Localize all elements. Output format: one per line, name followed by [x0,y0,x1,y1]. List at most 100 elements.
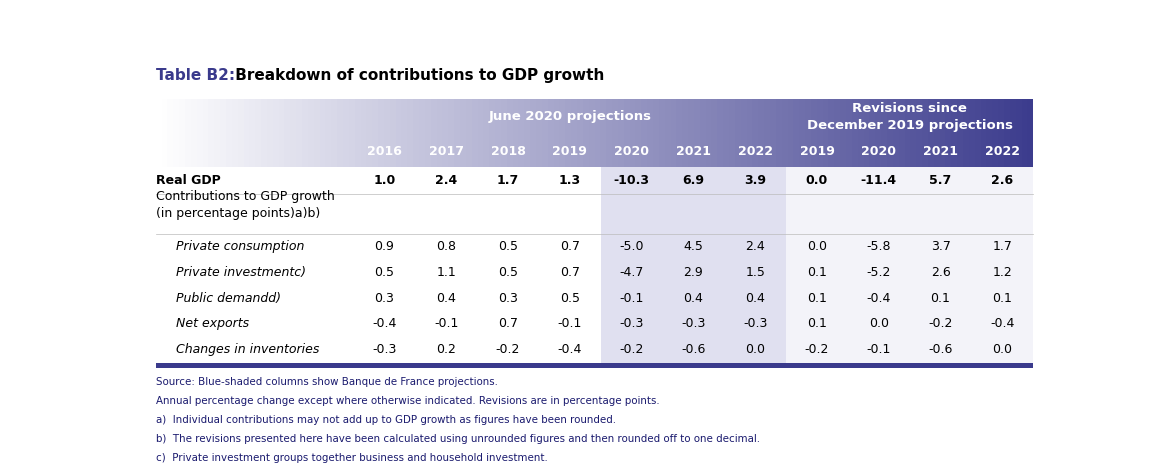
Text: Changes in inventories: Changes in inventories [175,343,319,356]
Text: 0.5: 0.5 [498,240,519,253]
Bar [887,99,893,167]
Bar [670,99,676,167]
Bar [601,167,662,363]
Bar [155,99,161,167]
Bar [226,99,232,167]
Bar [1010,99,1016,167]
Text: -0.4: -0.4 [558,343,582,356]
Bar [647,99,653,167]
Text: 2017: 2017 [429,144,464,158]
Bar [255,99,261,167]
Bar [238,99,244,167]
Text: 0.0: 0.0 [992,343,1013,356]
Bar [367,99,372,167]
Text: 2022: 2022 [738,144,773,158]
Text: 2019: 2019 [552,144,587,158]
Bar [571,99,577,167]
Bar [840,99,846,167]
Bar [173,99,179,167]
Bar [909,167,971,363]
Text: June 2020 projections: June 2020 projections [488,110,651,123]
Text: -0.3: -0.3 [619,317,644,330]
Bar [770,99,776,167]
Bar [307,99,313,167]
Text: Table B2:: Table B2: [155,69,235,83]
Bar [530,99,536,167]
Text: Breakdown of contributions to GDP growth: Breakdown of contributions to GDP growth [230,69,604,83]
Text: c)  Private investment groups together business and household investment.: c) Private investment groups together bu… [155,453,548,463]
Text: 0.4: 0.4 [436,292,456,305]
Bar [799,99,805,167]
Bar [612,99,618,167]
Bar [793,99,799,167]
Text: -0.2: -0.2 [495,343,520,356]
Bar [267,99,273,167]
Bar [548,99,553,167]
Bar [296,99,302,167]
Text: 0.4: 0.4 [683,292,703,305]
Bar [524,99,530,167]
Text: -0.2: -0.2 [928,317,952,330]
Bar [478,99,484,167]
Text: 0.4: 0.4 [745,292,766,305]
Bar [278,99,284,167]
Text: 2019: 2019 [799,144,834,158]
Text: 0.0: 0.0 [806,174,828,187]
Bar [419,99,425,167]
Bar [851,99,857,167]
Text: 0.2: 0.2 [436,343,456,356]
Bar [723,99,728,167]
Bar [624,99,630,167]
Bar [495,99,501,167]
Bar [461,99,466,167]
Bar [577,99,582,167]
Text: -10.3: -10.3 [614,174,650,187]
Bar [1022,99,1028,167]
Bar [273,99,278,167]
Bar [876,99,882,167]
Bar [782,99,788,167]
Text: Public demandd): Public demandd) [175,292,281,305]
Text: 1.3: 1.3 [559,174,581,187]
Bar [776,99,782,167]
Text: 0.1: 0.1 [993,292,1013,305]
Bar [396,99,401,167]
Text: -0.3: -0.3 [681,317,705,330]
Bar [607,99,612,167]
Bar [928,99,934,167]
Bar [846,99,851,167]
Bar [425,99,430,167]
Text: -0.4: -0.4 [867,292,891,305]
Bar [911,99,916,167]
Text: -0.1: -0.1 [434,317,458,330]
Bar [284,99,290,167]
Bar [343,99,349,167]
Text: 3.9: 3.9 [745,174,766,187]
Bar [167,99,173,167]
Text: 0.7: 0.7 [498,317,519,330]
Text: 1.0: 1.0 [374,174,396,187]
Bar [290,99,296,167]
Text: 0.7: 0.7 [560,266,580,279]
Bar [565,99,571,167]
Text: -0.1: -0.1 [558,317,582,330]
Bar [857,99,863,167]
Text: 0.1: 0.1 [807,292,827,305]
Bar [430,99,436,167]
Bar [971,167,1034,363]
Bar [1028,99,1034,167]
Text: -0.6: -0.6 [681,343,705,356]
Text: -0.1: -0.1 [619,292,644,305]
Text: -0.4: -0.4 [991,317,1015,330]
Text: 0.5: 0.5 [498,266,519,279]
Bar [764,99,770,167]
Text: Real GDP: Real GDP [155,174,220,187]
Text: 2018: 2018 [491,144,525,158]
Text: -0.6: -0.6 [928,343,952,356]
Text: -0.3: -0.3 [372,343,397,356]
Bar [957,99,963,167]
Bar [805,99,811,167]
Bar [302,99,307,167]
Bar [179,99,186,167]
Bar [390,99,396,167]
